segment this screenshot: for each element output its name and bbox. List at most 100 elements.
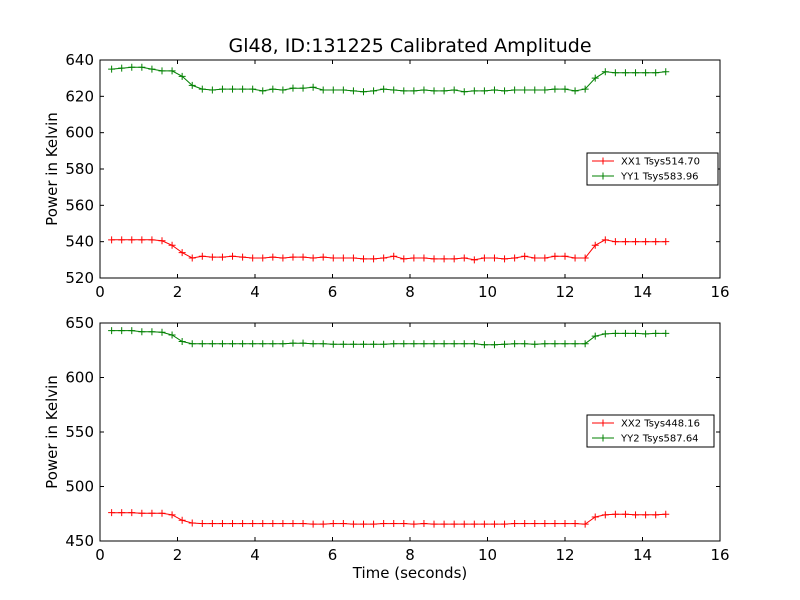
data-point-marker	[148, 328, 156, 336]
data-point-marker	[561, 85, 569, 93]
data-point-marker	[420, 86, 428, 94]
legend-box	[586, 414, 715, 448]
data-point-marker	[168, 241, 176, 249]
data-point-marker	[259, 254, 267, 262]
data-point-marker	[349, 340, 357, 348]
y-tick-label: 640	[65, 51, 94, 69]
data-point-marker	[652, 69, 660, 77]
data-point-marker	[370, 340, 378, 348]
data-point-marker	[188, 519, 196, 527]
data-point-marker	[652, 238, 660, 246]
data-point-marker	[360, 88, 367, 96]
data-point-marker	[430, 340, 438, 348]
data-point-marker	[168, 511, 176, 519]
data-point-marker	[289, 253, 297, 261]
data-point-marker	[400, 87, 408, 95]
data-point-marker	[611, 238, 619, 246]
data-point-marker	[339, 520, 347, 528]
data-point-marker	[269, 520, 277, 528]
x-tick-label: 14	[633, 283, 652, 301]
y-tick-label: 620	[65, 87, 94, 105]
x-tick-label: 2	[173, 283, 183, 301]
legend-label: YY1 Tsys583.96	[620, 172, 699, 183]
data-point-marker	[148, 65, 156, 73]
data-point-marker	[380, 85, 388, 93]
data-point-marker	[390, 252, 398, 260]
x-tick-label: 2	[173, 546, 183, 564]
x-tick-label: 12	[555, 546, 574, 564]
data-point-marker	[551, 340, 559, 348]
data-point-marker	[440, 340, 448, 348]
data-point-marker	[591, 513, 599, 521]
x-tick-label: 4	[250, 546, 260, 564]
data-point-marker	[198, 520, 206, 528]
data-point-marker	[279, 254, 287, 262]
data-point-marker	[470, 256, 478, 264]
data-point-marker	[662, 510, 670, 518]
series-line-yy	[111, 66, 666, 93]
data-point-marker	[198, 85, 206, 93]
data-point-marker	[269, 85, 277, 93]
data-point-marker	[652, 329, 660, 337]
y-tick-label: 450	[65, 532, 94, 550]
data-point-marker	[621, 69, 629, 77]
legend-label: XX1 Tsys514.70	[621, 157, 700, 168]
data-point-marker	[229, 340, 237, 348]
data-point-marker	[511, 340, 519, 348]
data-point-marker	[249, 340, 257, 348]
data-point-marker	[229, 85, 237, 93]
data-point-marker	[561, 520, 569, 528]
data-point-marker	[349, 254, 357, 262]
data-point-marker	[239, 340, 247, 348]
x-axis-label: Time (seconds)	[352, 564, 468, 582]
x-tick-label: 8	[405, 546, 415, 564]
data-point-marker	[168, 67, 176, 75]
data-point-marker	[470, 87, 478, 95]
data-point-marker	[611, 329, 619, 337]
data-point-marker	[571, 340, 579, 348]
legend-label: YY2 Tsys587.64	[620, 434, 699, 445]
data-point-marker	[188, 340, 196, 348]
series-line-xx	[111, 239, 666, 261]
data-point-marker	[259, 520, 267, 528]
data-point-marker	[662, 68, 670, 76]
data-point-marker	[531, 254, 539, 262]
data-point-marker	[380, 520, 388, 528]
data-point-marker	[400, 255, 408, 263]
data-point-marker	[571, 87, 579, 95]
data-point-marker	[229, 520, 237, 528]
x-tick-label: 6	[328, 546, 338, 564]
legend-swatch-marker	[599, 419, 607, 427]
data-point-marker	[349, 87, 357, 95]
data-point-marker	[450, 520, 458, 528]
data-point-marker	[208, 253, 216, 261]
data-point-marker	[581, 520, 589, 528]
y-tick-label: 560	[65, 196, 94, 214]
chart-title: Gl48, ID:131225 Calibrated Amplitude	[228, 35, 591, 57]
data-point-marker	[511, 254, 519, 262]
data-point-marker	[400, 340, 408, 348]
data-point-marker	[490, 254, 498, 262]
data-point-marker	[521, 340, 529, 348]
data-point-marker	[601, 330, 609, 338]
data-point-marker	[319, 253, 327, 261]
data-point-marker	[128, 509, 136, 517]
data-point-marker	[158, 237, 166, 245]
data-point-marker	[218, 253, 226, 261]
data-point-marker	[440, 255, 448, 263]
x-tick-label: 12	[555, 283, 574, 301]
data-point-marker	[480, 341, 488, 349]
data-point-marker	[299, 84, 307, 92]
data-point-marker	[621, 238, 629, 246]
data-point-marker	[370, 87, 378, 95]
data-point-marker	[480, 520, 488, 528]
data-point-marker	[480, 87, 488, 95]
data-point-marker	[611, 69, 619, 77]
data-point-marker	[390, 86, 398, 94]
data-point-marker	[662, 329, 670, 337]
data-point-marker	[410, 520, 418, 528]
data-point-marker	[360, 340, 367, 348]
data-point-marker	[299, 253, 307, 261]
data-point-marker	[591, 241, 599, 249]
data-point-marker	[551, 85, 559, 93]
